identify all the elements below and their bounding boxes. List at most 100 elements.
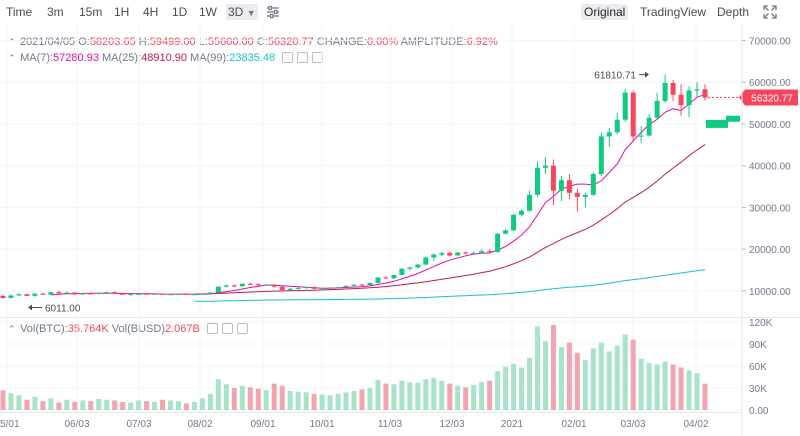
chart-toolbar: Time 3m 15m 1H 4H 1D 1W 3D ▼ Original Tr… [0,0,800,24]
candle-body [407,267,413,269]
volume-bar [431,377,437,410]
price-axis-label: 50000.00 [749,120,791,131]
candle [56,290,62,294]
volume-bar [463,387,469,410]
volume-axis-label: 90K [749,340,767,351]
volume-bar [231,388,237,410]
volume-bar [694,373,700,410]
view-tradingview[interactable]: TradingView [640,5,707,19]
volume-bar [160,399,166,410]
candle-body [431,254,437,258]
volume-axis-label: 30K [749,384,767,395]
low-marker-arrow [28,304,32,311]
view-depth[interactable]: Depth [717,5,750,19]
volume-bar [566,342,572,410]
settings-icon[interactable] [297,52,309,63]
candle [431,253,437,261]
candle [487,249,493,253]
candle-body [375,277,381,283]
collapse-chevron-icon[interactable]: ⌃ [8,53,16,63]
time-axis-label: 07/03 [126,419,151,430]
candle-body [550,165,556,191]
candle [152,293,158,295]
volume-bar [359,389,365,410]
candle-body [686,90,692,106]
low-annotation: 6011.00 [45,304,81,315]
volume-bar [598,342,604,410]
indicator-settings-icon[interactable] [266,5,280,19]
candle-body [351,284,357,286]
candle-body [160,293,166,295]
timeframe-4h[interactable]: 4H [143,5,159,19]
candle-body [511,214,517,231]
candle-body [96,292,102,294]
timeframe-1w[interactable]: 1W [199,5,217,19]
view-original[interactable]: Original [581,4,629,20]
candle [104,291,110,294]
candle [319,287,325,290]
volume-bar [383,383,389,410]
timeframe-1d[interactable]: 1D [172,5,188,19]
collapse-chevron-icon[interactable]: ⌃ [8,324,16,334]
candle-body [319,287,325,289]
ma-legend: ⌃ MA(7):57280.93 MA(25):48910.90 MA(99):… [8,51,324,65]
volume-bar [64,399,70,410]
time-axis-label: 05/01 [0,419,20,430]
high-annotation: 61810.71 [594,71,636,82]
candle-body [16,294,22,296]
fullscreen-icon[interactable] [763,5,777,19]
candle [303,286,309,289]
chevron-down-icon: ▼ [246,8,256,18]
candle [614,113,620,135]
time-axis-label: 12/03 [439,419,464,430]
candle [542,157,548,174]
volume-bar [199,398,205,410]
candle [343,285,349,288]
timeframe-1h[interactable]: 1H [114,5,130,19]
axes: 70000.00 60000.00 50000.00 40000.00 30000.00… [0,24,791,436]
candle-body [0,295,6,298]
ma25-line [194,144,706,295]
candle-body [415,264,421,268]
volume-legend: ⌃ Vol(BTC):35.764K Vol(BUSD)2.067B [8,322,248,336]
timeframe-3d[interactable]: 3D ▼ [226,4,258,20]
candle-body [503,230,509,234]
volume-bar [606,351,612,410]
candle-body [383,277,389,279]
volume-bar [24,399,30,410]
legend-vol-label: Vol(BTC): [20,323,68,335]
settings-icon[interactable] [221,323,233,334]
volume-bar [415,382,421,410]
candle [311,286,317,290]
candle-body [534,167,540,195]
candle-body [128,294,134,296]
candle-body [343,285,349,288]
legend-high-label: H: [138,36,150,48]
timeframe-time[interactable]: Time [6,5,33,19]
candle-body [447,252,453,256]
timeframe-3m[interactable]: 3m [47,5,64,19]
candle [447,251,453,257]
candle [646,113,652,137]
visibility-icon[interactable] [282,52,294,63]
legend-ma99: 23835.48 [229,52,276,64]
candle [495,233,501,253]
candle-body [215,286,221,293]
candle [527,190,532,212]
timeframe-15m[interactable]: 15m [79,5,103,19]
volume-bar [215,379,221,410]
visibility-icon[interactable] [206,323,218,334]
candle [463,251,469,255]
collapse-chevron-icon[interactable]: ⌃ [8,37,16,47]
candle-body [279,286,285,291]
volume-bar [471,385,477,410]
volume-bar [112,400,118,410]
volume-bar [48,398,54,410]
candle [80,292,86,296]
volume-bar [343,392,349,410]
volume-bar [646,363,652,410]
volume-axis-label: 120K [749,318,773,329]
close-icon[interactable] [236,323,248,334]
close-icon[interactable] [312,52,324,63]
